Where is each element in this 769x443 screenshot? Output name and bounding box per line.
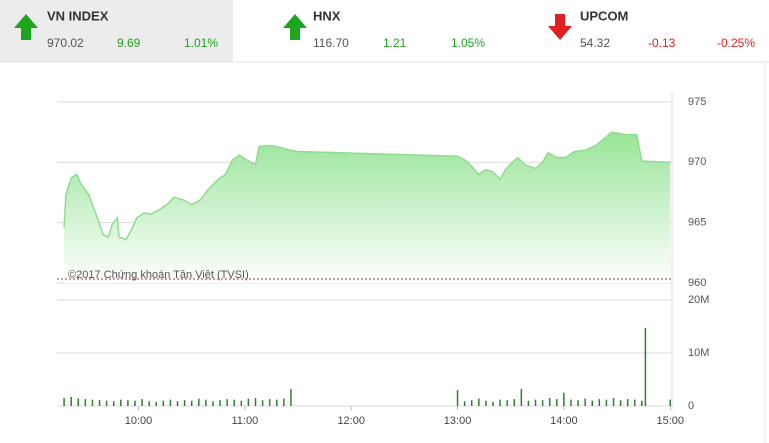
volume-bar: [127, 400, 129, 406]
index-change: 9.69: [117, 36, 141, 50]
x-tick-label: 15:00: [656, 415, 684, 427]
volume-bar: [619, 400, 622, 406]
volume-bar: [548, 398, 551, 406]
volume-bar: [254, 398, 257, 406]
volume-bar: [563, 392, 565, 406]
volume-bar: [584, 398, 586, 406]
volume-bar: [456, 390, 459, 406]
volume-bar: [219, 400, 221, 406]
volume-bar: [485, 400, 487, 406]
x-tick-label: 13:00: [444, 415, 472, 427]
price-area: [64, 132, 671, 283]
volume-bar: [98, 400, 101, 406]
y-tick-label: 0: [688, 400, 694, 412]
index-price: 970.02: [47, 36, 84, 50]
active-tile-bg: [0, 0, 233, 62]
index-percent: -0.25%: [717, 36, 755, 50]
volume-bar: [112, 401, 115, 406]
index-percent: 1.01%: [184, 36, 218, 50]
volume-bar: [169, 399, 172, 406]
volume-bar: [570, 399, 572, 406]
x-tick-label: 12:00: [337, 415, 365, 427]
volume-bar: [626, 399, 629, 406]
volume-bar: [644, 328, 647, 406]
volume-bar: [478, 398, 480, 406]
volume-bar: [492, 401, 494, 406]
volume-bar: [84, 399, 87, 406]
index-change: 1.21: [383, 36, 407, 50]
volume-bar: [91, 399, 94, 406]
y-tick-label: 10M: [688, 347, 709, 359]
index-name: UPCOM: [580, 8, 628, 23]
index-name: HNX: [313, 8, 341, 23]
price-line: [63, 131, 671, 241]
volume-bar: [155, 401, 158, 406]
volume-bar: [240, 400, 243, 406]
index-change: -0.13: [648, 36, 676, 50]
volume-bar: [63, 398, 65, 406]
volume-bar: [641, 400, 643, 406]
volume-bar: [605, 399, 608, 406]
volume-bar: [470, 400, 473, 406]
volume-bar: [598, 399, 601, 406]
volume-bar: [134, 400, 136, 406]
volume-bar: [290, 389, 292, 406]
volume-bar: [527, 400, 530, 406]
volume-bar: [233, 399, 235, 406]
volume-bar: [176, 401, 179, 406]
index-price: 54.32: [580, 36, 610, 50]
x-tick-label: 14:00: [550, 415, 578, 427]
volume-bar: [276, 399, 278, 406]
volume-bar: [261, 400, 264, 406]
volume-bar: [513, 399, 516, 406]
arrow-up-icon: [283, 14, 307, 40]
volume-bar: [183, 400, 186, 406]
volume-bar: [463, 401, 466, 406]
y-tick-label: 970: [688, 156, 706, 168]
volume-bar: [190, 400, 193, 406]
volume-bar: [212, 401, 214, 406]
index-percent: 1.05%: [451, 36, 485, 50]
volume-bar: [506, 400, 508, 406]
y-tick-label: 975: [688, 96, 706, 108]
volume-bar: [198, 398, 200, 406]
volume-bar: [105, 400, 108, 406]
arrow-up-icon: [14, 14, 38, 40]
index-price: 116.70: [313, 36, 349, 50]
volume-bar: [577, 400, 579, 406]
volume-bar: [205, 399, 207, 406]
volume-bar: [226, 399, 228, 406]
volume-bar: [634, 399, 636, 406]
volume-bar: [77, 398, 80, 406]
x-tick-label: 10:00: [125, 415, 153, 427]
volume-bar: [162, 400, 165, 406]
y-tick-label: 965: [688, 217, 706, 229]
volume-bar: [669, 399, 671, 406]
x-tick-label: 11:00: [232, 415, 259, 427]
volume-bar: [70, 396, 72, 406]
volume-bar: [591, 400, 593, 406]
y-tick-label: 20M: [688, 294, 709, 306]
volume-bar: [541, 400, 544, 406]
volume-bar: [283, 398, 285, 406]
volume-bar: [520, 389, 523, 406]
volume-bar: [268, 399, 271, 406]
volume-bar: [120, 399, 122, 406]
arrow-down-icon: [548, 14, 572, 40]
volume-bar: [499, 399, 501, 406]
y-tick-label: 960: [688, 277, 706, 289]
volume-bar: [247, 398, 250, 406]
volume-bar: [556, 399, 558, 406]
volume-bar: [148, 401, 150, 406]
volume-bar: [534, 399, 537, 406]
watermark: ©2017 Chứng khoán Tân Việt (TVSI): [68, 269, 249, 281]
index-name: VN INDEX: [47, 8, 109, 23]
volume-bar: [141, 399, 143, 406]
volume-bar: [612, 398, 615, 406]
